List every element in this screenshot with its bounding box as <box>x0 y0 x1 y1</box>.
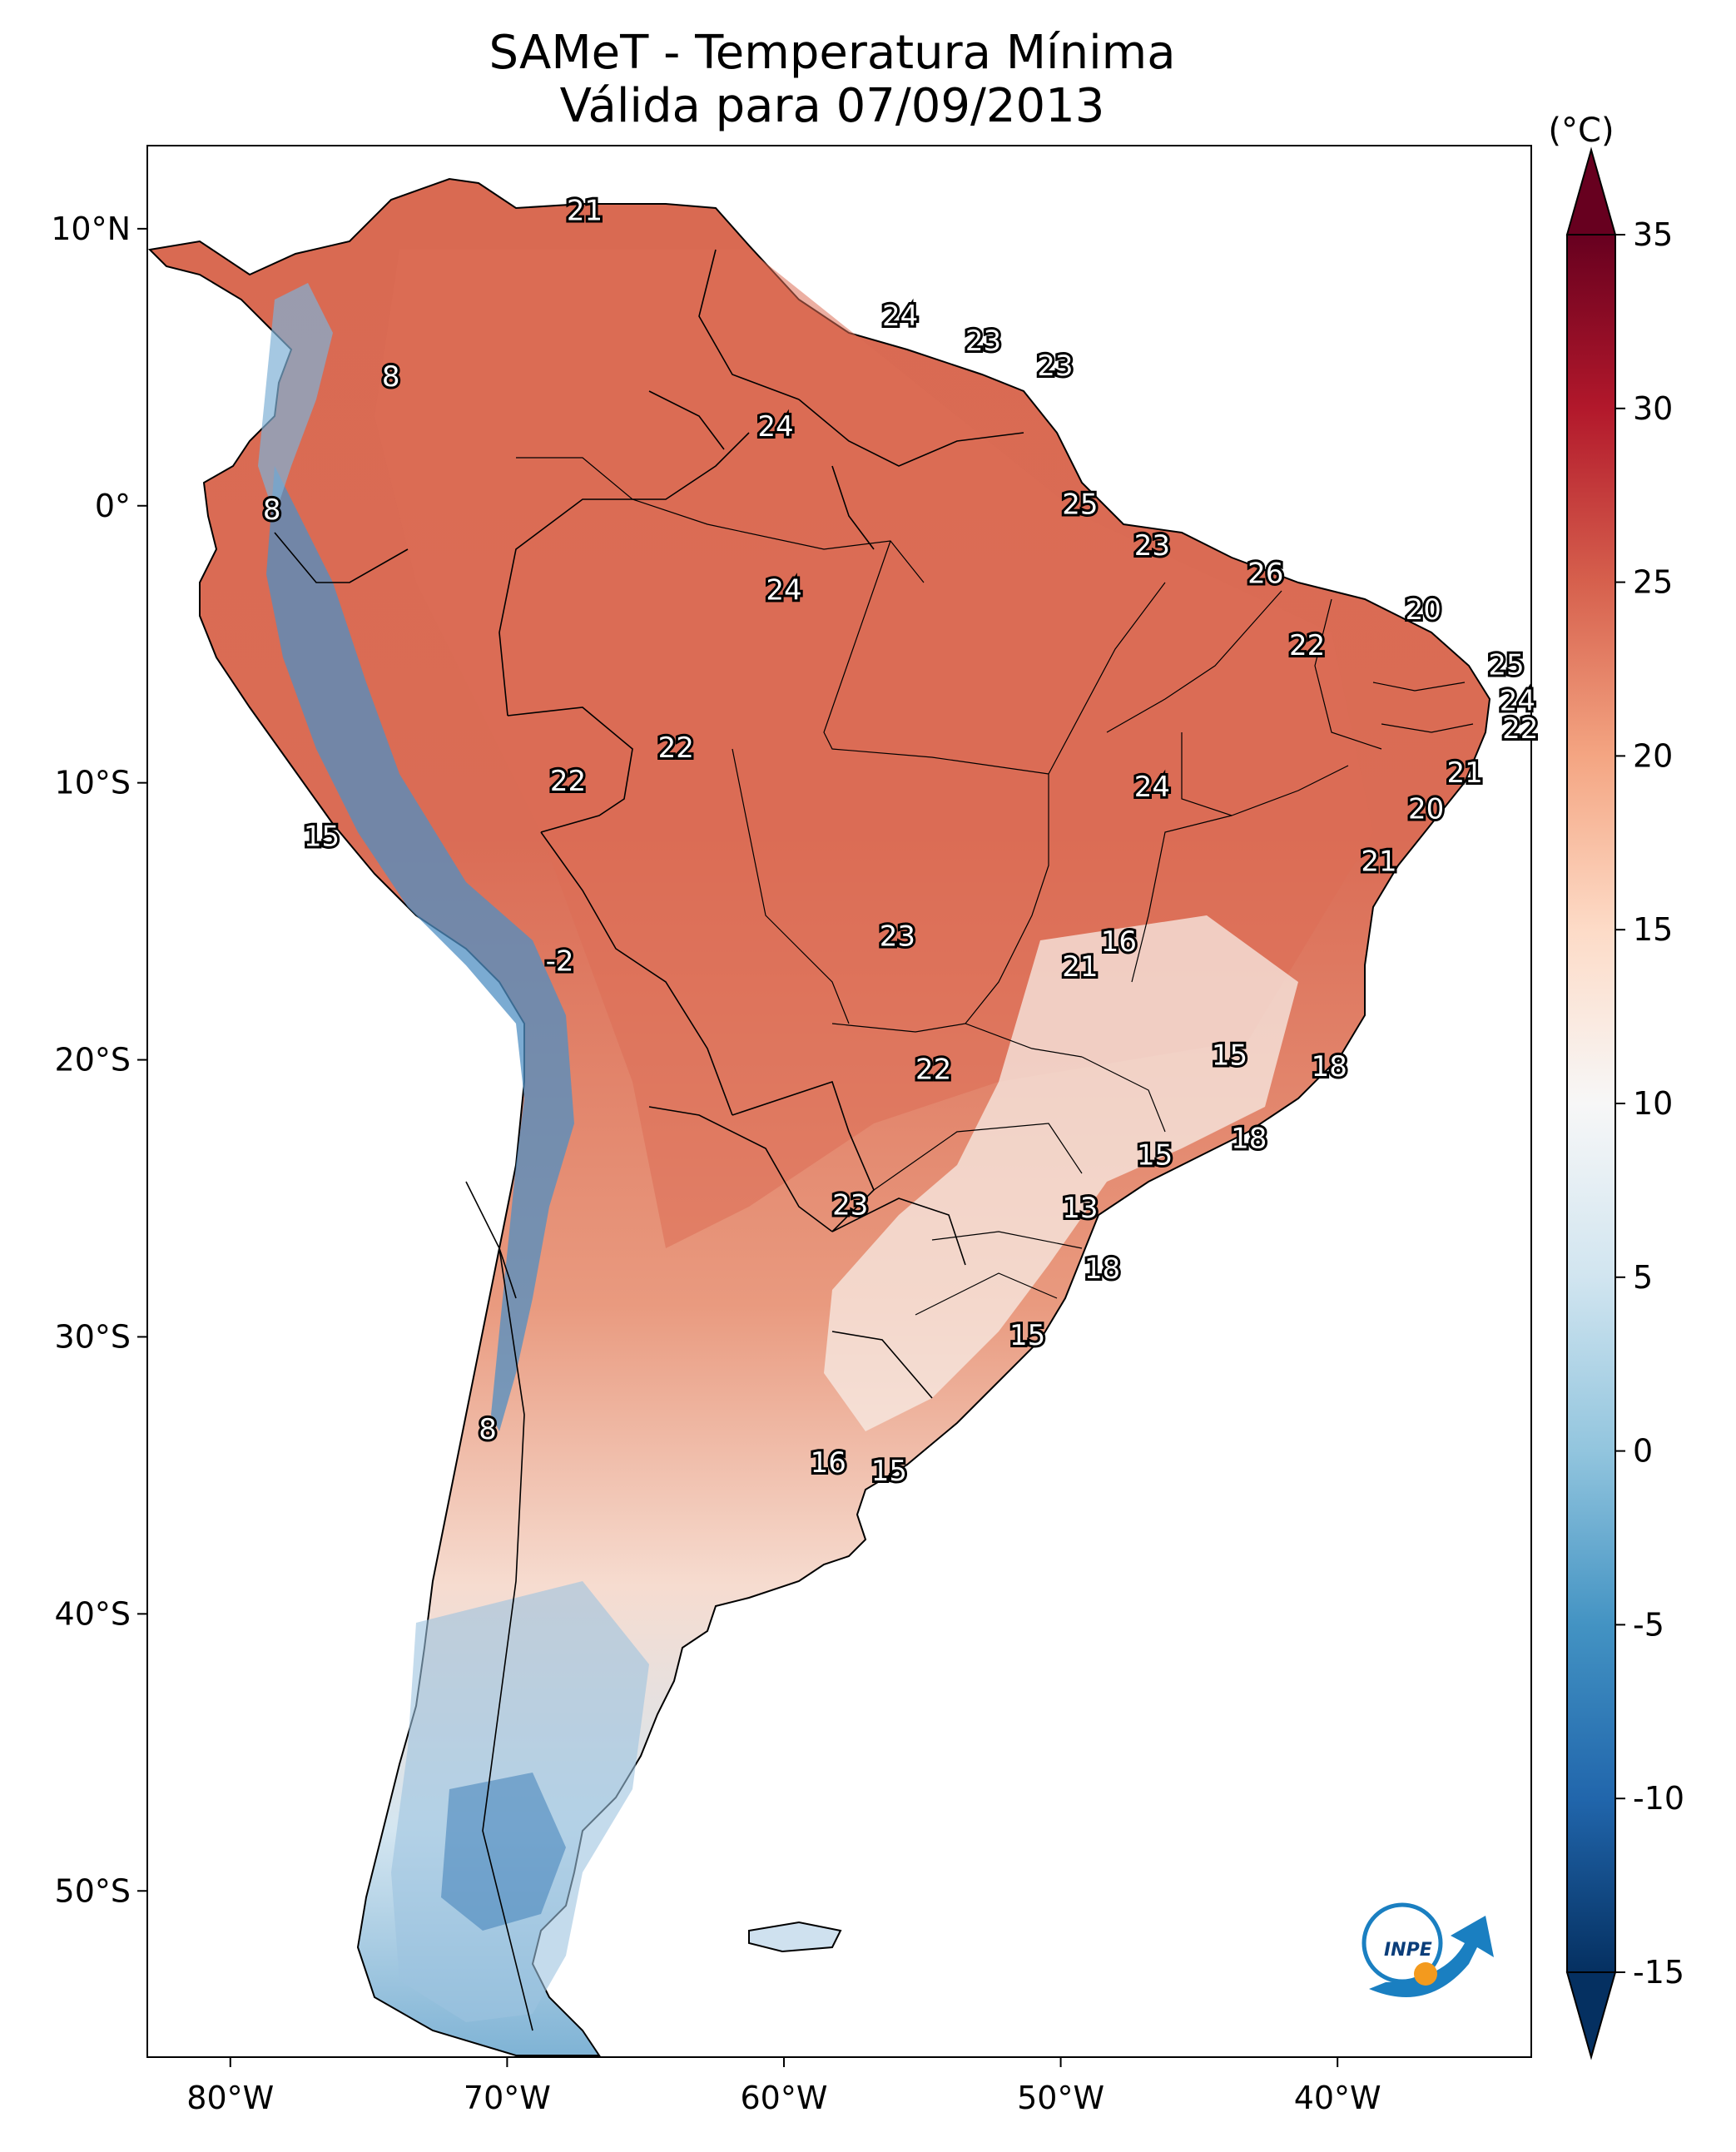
station-temperature-label: -2 <box>546 945 574 979</box>
inpe-logo: INPE <box>1362 1902 1494 1997</box>
station-temperature-label: 24 <box>882 300 918 333</box>
station-temperature-label: 15 <box>304 821 340 854</box>
lon-tick-label: 40°W <box>1294 2080 1381 2116</box>
colorbar-tick-label: -5 <box>1633 1606 1664 1643</box>
colorbar-tick-label: 15 <box>1633 911 1673 948</box>
colorbar-top-extension <box>1565 146 1617 236</box>
station-temperature-label: 16 <box>811 1446 846 1480</box>
station-temperature-label: 24 <box>1500 685 1535 718</box>
station-temperature-label: 8 <box>479 1413 497 1446</box>
northern-andes-cold <box>258 283 333 516</box>
lon-tick-label: 80°W <box>186 2080 274 2116</box>
lat-tick-label: 30°S <box>55 1318 131 1355</box>
station-temperature-label: 21 <box>567 194 603 227</box>
lat-tick-label: 10°N <box>51 211 131 247</box>
lat-tick-label: 40°S <box>55 1595 131 1632</box>
svg-text:INPE: INPE <box>1384 1940 1432 1961</box>
station-temperature-label: 15 <box>1212 1039 1247 1073</box>
station-temperature-label: 18 <box>1231 1123 1267 1156</box>
latitude-axis: 10°N 0° 10°S 20°S 30°S 40°S 50°S <box>51 211 147 1909</box>
station-temperature-label: 22 <box>915 1053 951 1086</box>
station-temperature-label: 8 <box>382 360 400 394</box>
andes-cold-band <box>266 466 574 1431</box>
station-temperature-label: 13 <box>1062 1192 1098 1225</box>
longitude-axis: 80°W 70°W 60°W 50°W 40°W <box>186 2057 1381 2116</box>
station-temperature-label: 8 <box>263 493 281 527</box>
station-temperature-label: 24 <box>757 410 793 444</box>
station-temperature-label: 23 <box>965 325 1001 358</box>
lat-tick-label: 50°S <box>55 1872 131 1909</box>
colorbar: (°C) 35 30 25 20 15 10 5 0 -5 -10 -15 <box>1548 112 1684 2060</box>
falkland-islands <box>748 1921 842 1953</box>
station-temperature-label: 18 <box>1084 1252 1120 1286</box>
colorbar-tick-label: 25 <box>1633 564 1673 601</box>
colorbar-tick-label: 5 <box>1633 1259 1653 1296</box>
colorbar-tick-label: 30 <box>1633 390 1673 427</box>
colorbar-unit: (°C) <box>1548 112 1614 150</box>
station-temperature-label: 22 <box>658 731 694 765</box>
station-temperature-label: 24 <box>1134 771 1170 804</box>
colorbar-ticks: 35 30 25 20 15 10 5 0 -5 -10 -15 <box>1615 216 1684 1991</box>
lat-tick-label: 20°S <box>55 1042 131 1078</box>
station-temperature-label: 25 <box>1062 488 1098 521</box>
station-temperature-label: 21 <box>1062 950 1098 984</box>
lon-tick-label: 70°W <box>464 2080 551 2116</box>
colorbar-tick-label: 10 <box>1633 1085 1673 1122</box>
station-temperature-label: 22 <box>1502 712 1538 746</box>
map-title: SAMeT - Temperatura Mínima <box>489 26 1176 80</box>
station-temperature-label: 24 <box>766 573 801 607</box>
lon-tick-label: 60°W <box>741 2080 828 2116</box>
colorbar-tick-label: 20 <box>1633 737 1673 774</box>
station-temperature-label: 20 <box>1406 593 1441 627</box>
station-temperature-label: 20 <box>1408 792 1444 826</box>
colorbar-bottom-extension <box>1565 1971 1617 2060</box>
colorbar-tick-label: 35 <box>1633 216 1673 253</box>
station-temperature-label: 23 <box>1037 350 1073 383</box>
lon-tick-label: 50°W <box>1017 2080 1104 2116</box>
map-subtitle: Válida para 07/09/2013 <box>559 79 1105 133</box>
station-temperature-label: 22 <box>1289 629 1325 662</box>
colorbar-tick-label: -15 <box>1633 1954 1684 1991</box>
colorbar-tick-label: 0 <box>1633 1433 1653 1470</box>
map-axes-frame <box>146 145 1532 2058</box>
country-borders <box>274 249 1024 2031</box>
station-temperature-label: 25 <box>1488 648 1524 682</box>
lat-tick-label: 10°S <box>55 765 131 801</box>
station-temperature-label: 16 <box>1101 925 1137 959</box>
patagonia-cold-core <box>441 1773 566 1931</box>
station-temperature-label: 23 <box>832 1189 868 1222</box>
station-temperature-label: 21 <box>1361 845 1396 879</box>
colorbar-gradient <box>1566 234 1616 1973</box>
station-temperature-label: 22 <box>550 765 586 798</box>
station-temperature-label: 21 <box>1447 756 1483 790</box>
station-temperature-label: 15 <box>1009 1319 1045 1352</box>
colorbar-tick-label: -10 <box>1633 1780 1684 1817</box>
station-temperature-label: 18 <box>1312 1050 1347 1083</box>
southeast-mild-region <box>824 915 1298 1431</box>
station-temperature-label: 15 <box>871 1455 907 1488</box>
state-borders <box>516 457 1474 1316</box>
continent-layer <box>147 177 1491 2056</box>
station-temperature-label: 23 <box>1134 529 1170 563</box>
station-temperature-label: 15 <box>1137 1139 1173 1173</box>
lat-tick-label: 0° <box>95 488 131 524</box>
station-temperature-label: 23 <box>880 920 915 954</box>
station-temperature-label: 26 <box>1247 557 1283 590</box>
